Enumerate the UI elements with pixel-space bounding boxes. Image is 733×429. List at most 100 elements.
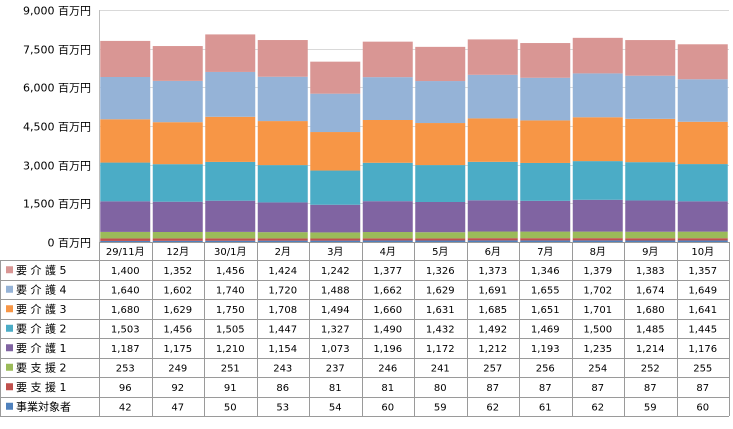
y-gridlines — [99, 10, 729, 243]
data-cell: 1,377 — [373, 266, 402, 277]
data-cell: 86 — [276, 383, 289, 394]
bar-segment — [467, 74, 518, 119]
legend-key — [6, 402, 13, 410]
bar-segment — [205, 238, 256, 241]
category-label: 5月 — [432, 246, 448, 258]
data-cell: 60 — [381, 402, 394, 413]
data-cell: 1,073 — [321, 344, 350, 355]
y-tick-label: 7,500 百万円 — [23, 44, 91, 57]
bar-segment — [310, 204, 361, 233]
bar-segment — [100, 231, 151, 239]
category-label: 6月 — [485, 246, 501, 258]
bar-segment — [362, 77, 413, 120]
legend-entry: 要 支 援 1 — [16, 380, 67, 394]
data-cell: 1,680 — [111, 305, 140, 316]
bar-segment — [205, 34, 256, 72]
data-cell: 1,485 — [636, 324, 665, 335]
data-cell: 1,629 — [163, 305, 192, 316]
bar-segment — [257, 76, 308, 122]
bar-segment — [257, 240, 308, 242]
data-cell: 1,701 — [583, 305, 612, 316]
legend-key — [6, 344, 13, 352]
data-cell: 1,629 — [426, 285, 455, 296]
data-cell: 1,492 — [478, 324, 507, 335]
legend-entry: 要 支 援 2 — [16, 360, 67, 374]
bar-segment — [467, 118, 518, 162]
bar-segment — [100, 119, 151, 163]
legend-key — [6, 266, 13, 274]
data-cell: 1,196 — [373, 344, 402, 355]
data-cell: 1,651 — [531, 305, 560, 316]
bar-segment — [152, 122, 203, 165]
bar-segment — [310, 240, 361, 242]
bar-segment — [205, 240, 256, 242]
data-cell: 91 — [224, 383, 237, 394]
data-cell: 1,214 — [636, 344, 665, 355]
data-cell: 1,720 — [268, 285, 297, 296]
bar-segment — [572, 238, 623, 241]
data-cell: 1,383 — [636, 266, 665, 277]
bar-segment — [310, 93, 361, 133]
data-cell: 47 — [171, 402, 184, 413]
bar-segment — [467, 240, 518, 242]
y-tick-label: 4,500 百万円 — [23, 121, 91, 134]
data-cell: 1,327 — [321, 324, 350, 335]
category-label: 12月 — [166, 246, 189, 258]
category-label: 7月 — [537, 246, 553, 258]
bar-segment — [520, 77, 571, 121]
bar-segment — [625, 162, 676, 201]
bar-segment — [625, 238, 676, 241]
bar-segment — [572, 161, 623, 200]
data-cell: 81 — [381, 383, 394, 394]
bar-segment — [362, 238, 413, 241]
bar-segment — [205, 200, 256, 232]
legend-key — [6, 324, 13, 332]
legend-entry: 事業対象者 — [16, 399, 71, 413]
data-cell: 1,447 — [268, 324, 297, 335]
data-cell: 59 — [434, 402, 447, 413]
bar-segment — [625, 240, 676, 242]
data-cell: 1,503 — [111, 324, 140, 335]
y-axis: 0 百万円 1,500 百万円 3,000 百万円 4,500 百万円 6,000 百万… — [23, 5, 100, 250]
data-cell: 81 — [329, 383, 342, 394]
bar-segment — [625, 40, 676, 76]
legend-entry: 要 介 護 2 — [16, 321, 67, 335]
bar-segment — [520, 238, 571, 241]
data-cell: 87 — [591, 383, 604, 394]
legend-key — [6, 285, 13, 293]
data-cell: 1,187 — [111, 344, 140, 355]
data-cell: 1,708 — [268, 305, 297, 316]
bar-segment — [572, 37, 623, 74]
data-cell: 1,352 — [163, 266, 192, 277]
data-cell: 1,680 — [636, 305, 665, 316]
data-cell: 62 — [591, 402, 604, 413]
category-label: 3月 — [327, 246, 343, 258]
bar-segment — [100, 162, 151, 202]
bar-segment — [205, 231, 256, 239]
y-tick-label: 1,500 百万円 — [23, 198, 91, 211]
bar-segment — [520, 43, 571, 78]
bar-segment — [152, 201, 203, 232]
bar-segment — [677, 121, 728, 165]
bar-segment — [415, 232, 466, 239]
bar-segment — [310, 170, 361, 205]
bar-segment — [310, 232, 361, 239]
data-cell: 1,373 — [478, 266, 507, 277]
bar-segment — [257, 238, 308, 241]
data-cell: 1,740 — [216, 285, 245, 296]
data-cell: 1,494 — [321, 305, 350, 316]
bar-segment — [257, 165, 308, 203]
data-cell: 54 — [329, 402, 342, 413]
bar-segment — [257, 121, 308, 166]
data-cell: 255 — [693, 363, 712, 374]
data-cell: 61 — [539, 402, 552, 413]
data-cell: 96 — [119, 383, 132, 394]
data-cell: 237 — [326, 363, 345, 374]
bar-segment — [625, 75, 676, 119]
category-label: 30/1月 — [214, 246, 246, 258]
bar-segment — [257, 40, 308, 77]
data-cell: 92 — [171, 383, 184, 394]
legend-entry: 要 介 護 5 — [16, 263, 67, 277]
legend-key — [6, 363, 13, 371]
